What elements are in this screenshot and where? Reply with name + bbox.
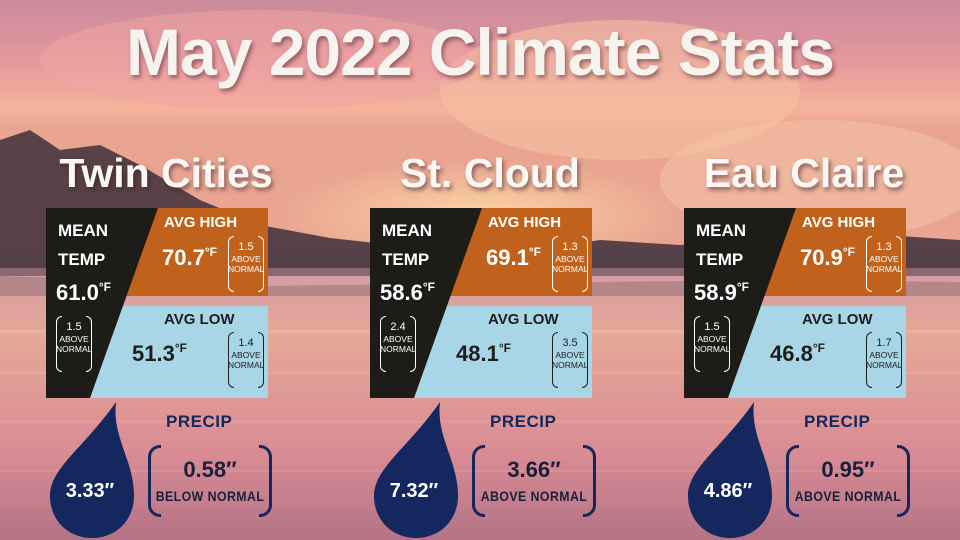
city-name: Eau Claire bbox=[703, 150, 905, 196]
mean-temp-label: MEAN TEMP bbox=[58, 221, 109, 269]
precip-deviation-text: ABOVE NORMAL bbox=[480, 488, 588, 504]
mean-temp-panel bbox=[46, 208, 158, 398]
avg-high-deviation: 1.3 ABOVE NORMAL bbox=[552, 236, 588, 292]
precip-deviation-value: 0.58″ bbox=[183, 457, 237, 482]
avg-low-label: AVG LOW bbox=[488, 311, 559, 328]
precip-deviation-box: 0.58″ BELOW NORMAL bbox=[148, 445, 272, 517]
avg-high-label: AVG HIGH bbox=[488, 214, 562, 231]
mean-temp-deviation: 2.4 ABOVE NORMAL bbox=[380, 316, 416, 372]
mean-temp-deviation: 1.5 ABOVE NORMAL bbox=[56, 316, 92, 372]
mean-temp-label: MEAN TEMP bbox=[696, 221, 747, 269]
avg-high-label: AVG HIGH bbox=[164, 214, 238, 231]
avg-low-value: 51.3°F bbox=[132, 341, 187, 366]
city-name: Twin Cities bbox=[59, 150, 273, 196]
precip-label: PRECIP bbox=[166, 412, 233, 431]
city-panel-twin-cities: Twin Cities MEAN TEMP 61.0°F 1.5 ABOVE NO… bbox=[46, 150, 286, 540]
avg-low-deviation: 1.4 ABOVE NORMAL bbox=[228, 332, 264, 388]
mean-temp-panel bbox=[684, 208, 796, 398]
precip-label: PRECIP bbox=[804, 412, 871, 431]
precip-total: 3.33″ bbox=[65, 480, 115, 502]
mean-temp-value: 58.9°F bbox=[694, 280, 749, 305]
precip-deviation-box: 0.95″ ABOVE NORMAL bbox=[786, 445, 910, 517]
avg-high-deviation: 1.5 ABOVE NORMAL bbox=[228, 236, 264, 292]
avg-low-value: 48.1°F bbox=[456, 341, 511, 366]
avg-low-value: 46.8°F bbox=[770, 341, 825, 366]
avg-low-deviation: 1.7 ABOVE NORMAL bbox=[866, 332, 902, 388]
avg-high-value: 69.1°F bbox=[486, 245, 541, 270]
avg-low-label: AVG LOW bbox=[164, 311, 235, 328]
page-title: May 2022 Climate Stats bbox=[125, 15, 835, 89]
mean-temp-value: 58.6°F bbox=[380, 280, 435, 305]
avg-high-value: 70.7°F bbox=[162, 245, 217, 270]
water-drop-icon bbox=[374, 402, 458, 538]
precip-label: PRECIP bbox=[490, 412, 557, 431]
precip-deviation-box: 3.66″ ABOVE NORMAL bbox=[472, 445, 596, 517]
mean-temp-value: 61.0°F bbox=[56, 280, 111, 305]
precip-total: 7.32″ bbox=[389, 480, 439, 502]
avg-low-deviation: 3.5 ABOVE NORMAL bbox=[552, 332, 588, 388]
precip-deviation-text: BELOW NORMAL bbox=[155, 488, 265, 504]
precip-deviation-value: 3.66″ bbox=[507, 457, 561, 482]
mean-temp-deviation: 1.5 ABOVE NORMAL bbox=[694, 316, 730, 372]
avg-high-deviation: 1.3 ABOVE NORMAL bbox=[866, 236, 902, 292]
city-panel-eau-claire: Eau Claire MEAN TEMP 58.9°F 1.5 ABOVE NOR… bbox=[684, 150, 924, 540]
mean-temp-label: MEAN TEMP bbox=[382, 221, 433, 269]
city-panel-st-cloud: St. Cloud MEAN TEMP 58.6°F 2.4 ABOVE NORM… bbox=[370, 150, 610, 540]
city-name: St. Cloud bbox=[400, 150, 580, 196]
avg-low-label: AVG LOW bbox=[802, 311, 873, 328]
avg-high-label: AVG HIGH bbox=[802, 214, 876, 231]
precip-deviation-value: 0.95″ bbox=[821, 457, 875, 482]
mean-temp-panel bbox=[370, 208, 482, 398]
precip-deviation-text: ABOVE NORMAL bbox=[794, 488, 902, 504]
water-drop-icon bbox=[688, 402, 772, 538]
water-drop-icon bbox=[50, 402, 134, 538]
avg-high-value: 70.9°F bbox=[800, 245, 855, 270]
precip-total: 4.86″ bbox=[703, 480, 753, 502]
